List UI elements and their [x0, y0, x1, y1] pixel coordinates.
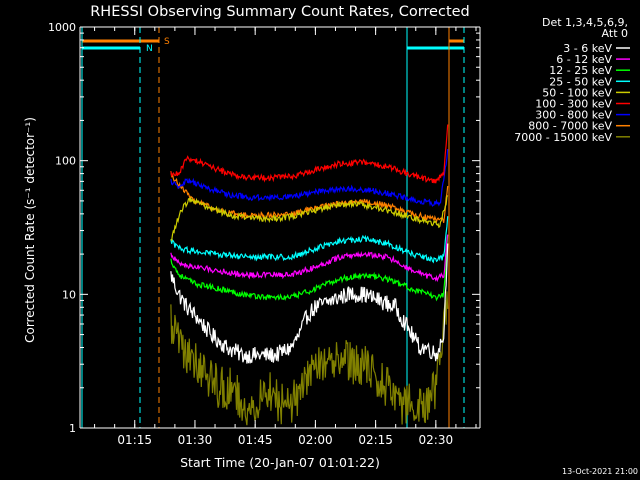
x-axis-label: Start Time (20-Jan-07 01:01:22): [180, 455, 380, 470]
chart-marks: N S 1 10 100 1000 01:15 01:30 01:45 02:00 02:15 02:…: [48, 21, 481, 447]
x-tick-label: 02:00: [298, 433, 333, 447]
legend-entry-label: 3 - 6 keV: [563, 42, 612, 55]
legend-entry-label: 100 - 300 keV: [535, 98, 612, 111]
y-tick-label: 10: [62, 288, 76, 301]
x-tick-label: 02:30: [419, 433, 454, 447]
legend-entry-label: 25 - 50 keV: [549, 75, 612, 88]
series-line-100-300-kev: [170, 124, 449, 184]
x-tick-label: 01:15: [117, 433, 152, 447]
series-line-25-50-kev: [170, 216, 449, 264]
x-tick-label: 01:30: [178, 433, 213, 447]
legend-entry-label: 12 - 25 keV: [549, 64, 612, 77]
series-line-50-100-kev: [170, 195, 449, 242]
legend-entry-label: 50 - 100 keV: [542, 86, 612, 99]
y-axis-label: Corrected Count Rate (s⁻¹ detector⁻¹): [23, 117, 37, 343]
legend-entry-label: 6 - 12 keV: [556, 53, 612, 66]
flag-n-label: N: [146, 44, 153, 54]
legend-entry-label: 7000 - 15000 keV: [514, 131, 612, 144]
series-line-3-6-kev: [170, 243, 449, 364]
y-tick-label: 1: [69, 422, 76, 435]
chart-title: RHESSI Observing Summary Count Rates, Co…: [90, 4, 470, 20]
flag-s-label: S: [164, 37, 170, 47]
series-line-6-12-kev: [170, 234, 449, 283]
timestamp: 13-Oct-2021 21:00: [562, 467, 638, 476]
y-tick-label: 1000: [48, 21, 76, 34]
x-tick-label: 02:15: [358, 433, 393, 447]
series-line-300-800-kev: [170, 149, 449, 207]
legend-header-line1: Det 1,3,4,5,6,9,: [542, 16, 628, 29]
legend-entry-label: 300 - 800 keV: [535, 109, 612, 122]
series-line-7000-15000-kev: [170, 291, 449, 426]
series-line-12-25-kev: [170, 234, 449, 302]
x-tick-label: 01:45: [238, 433, 273, 447]
legend-header-line2: Att 0: [602, 27, 628, 40]
legend-entry-label: 800 - 7000 keV: [528, 120, 612, 133]
y-tick-label: 100: [55, 155, 76, 168]
